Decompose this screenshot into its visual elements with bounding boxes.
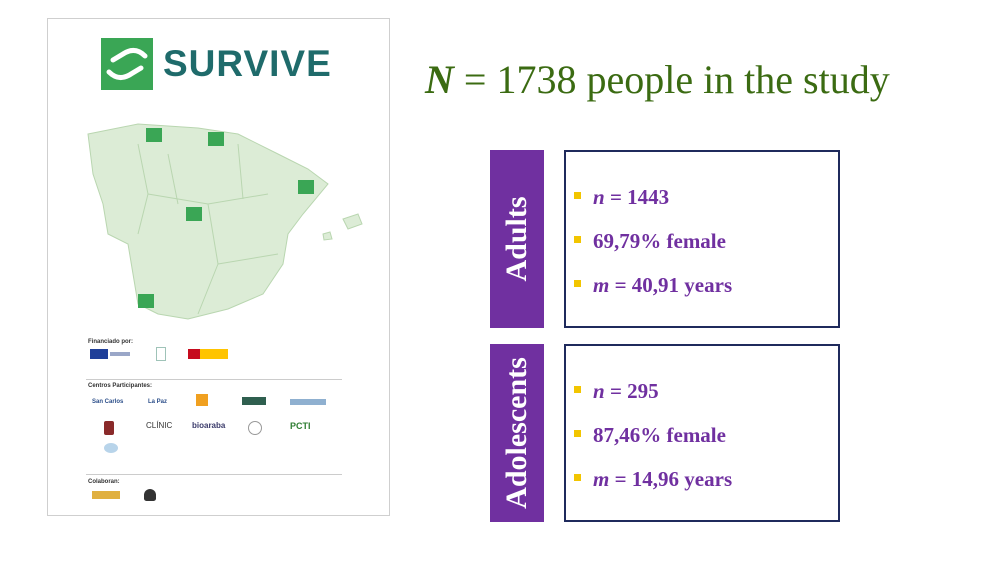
stat-item: n = 1443 <box>574 185 669 210</box>
brand-name: SURVIVE <box>163 43 332 84</box>
center-logo-7 <box>248 421 262 435</box>
bullet-square-icon <box>574 191 581 199</box>
center-logo: San Carlos <box>92 399 124 405</box>
stat-item: m = 40,91 years <box>574 273 732 298</box>
center-logo: CLÍNIC <box>146 421 173 430</box>
funder-logo <box>110 352 130 356</box>
group-tab-adults: Adults <box>490 150 544 328</box>
stat-item: 87,46% female <box>574 423 726 448</box>
eu-flag-icon <box>90 349 108 359</box>
center-logo: bioaraba <box>192 421 226 430</box>
bullet-square-icon <box>574 429 581 437</box>
headline-text: = 1738 people in the study <box>453 57 890 102</box>
center-logo-6 <box>104 421 114 435</box>
funded-label: Financiado por: <box>88 339 133 345</box>
site-marker-icon <box>138 128 314 308</box>
bullet-square-icon <box>574 279 581 287</box>
survive-logo: SURVIVE <box>101 37 332 91</box>
stat-item: 69,79% female <box>574 229 726 254</box>
bullet-square-icon <box>574 385 581 393</box>
headline-variable: N <box>425 57 454 102</box>
centers-label: Centros Participantes: <box>88 383 153 389</box>
group-stats-adolescents: n = 295 87,46% female m = 14,96 years <box>564 344 840 522</box>
collaborator-logo <box>92 491 120 499</box>
group-tab-adolescents: Adolescents <box>490 344 544 522</box>
tree-logo-icon <box>144 489 156 501</box>
stat-item: n = 295 <box>574 379 659 404</box>
center-logo-8 <box>104 443 118 453</box>
center-logo: PCTI <box>290 421 311 431</box>
group-label: Adults <box>500 196 533 282</box>
center-logo-3 <box>196 394 208 406</box>
group-label: Adolescents <box>500 357 533 509</box>
bullet-square-icon <box>574 235 581 243</box>
funder-logo-2 <box>156 347 166 361</box>
divider <box>86 474 342 475</box>
survive-poster: SURVIVE Financiado por: Centros Particip… <box>47 18 390 516</box>
center-logo: La Paz <box>148 399 168 405</box>
divider <box>86 379 342 380</box>
collaborators-label: Colaboran: <box>88 479 120 485</box>
headline: N = 1738 people in the study <box>425 56 890 103</box>
bullet-square-icon <box>574 473 581 481</box>
spain-map <box>87 123 363 320</box>
center-logo-4 <box>242 397 266 405</box>
hands-logo-icon <box>101 38 153 90</box>
center-logo-5 <box>290 399 326 405</box>
stat-item: m = 14,96 years <box>574 467 732 492</box>
spain-gov-logo <box>188 349 228 359</box>
group-stats-adults: n = 1443 69,79% female m = 40,91 years <box>564 150 840 328</box>
